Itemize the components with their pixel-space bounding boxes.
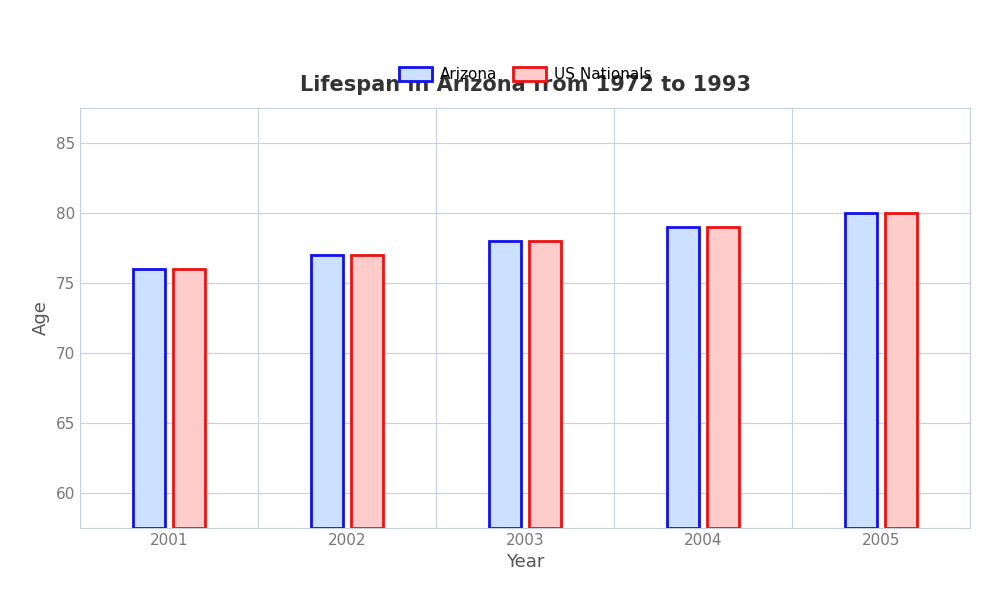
Bar (489, 241, 521, 528)
Y-axis label: Age: Age (32, 301, 50, 335)
Bar (667, 227, 699, 528)
Bar (529, 241, 561, 528)
Bar (173, 269, 205, 528)
Title: Lifespan in Arizona from 1972 to 1993: Lifespan in Arizona from 1972 to 1993 (300, 76, 750, 95)
Bar (351, 255, 383, 528)
Bar (885, 213, 917, 528)
X-axis label: Year: Year (506, 553, 544, 571)
Bar (311, 255, 343, 528)
Bar (845, 213, 877, 528)
Legend: Arizona, US Nationals: Arizona, US Nationals (393, 61, 657, 88)
Bar (133, 269, 165, 528)
Bar (707, 227, 739, 528)
